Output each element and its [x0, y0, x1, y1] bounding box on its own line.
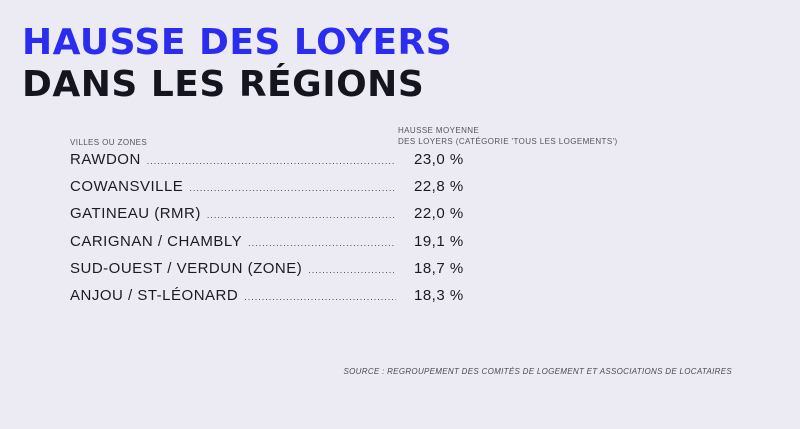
column-header-increase-line-2: DES LOYERS (CATÉGORIE 'TOUS LES LOGEMENT… [398, 137, 618, 146]
table-row: SUD-OUEST / VERDUN (ZONE) ..............… [70, 260, 490, 287]
dot-leader: ........................................… [189, 183, 396, 194]
dot-leader: ........................................… [244, 291, 396, 302]
dot-leader: ........................................… [206, 210, 396, 221]
dot-leader: ........................................… [146, 156, 396, 166]
source-note: SOURCE : REGROUPEMENT DES COMITÉS DE LOG… [343, 367, 732, 376]
row-value: 23,0 % [414, 151, 464, 168]
column-header-increase-line-1: HAUSSE MOYENNE [398, 126, 480, 135]
table-row: GATINEAU (RMR) .........................… [70, 205, 490, 232]
rent-increase-table: RAWDON .................................… [70, 151, 490, 314]
dot-leader: ........................................… [248, 237, 396, 248]
row-label: COWANSVILLE [70, 178, 184, 196]
column-header-cities: VILLES OU ZONES [70, 138, 148, 147]
title-block: HAUSSE DES LOYERS DANS LES RÉGIONS [22, 22, 452, 106]
table-row: ANJOU / ST-LÉONARD .....................… [70, 287, 490, 314]
table-row: COWANSVILLE ............................… [70, 178, 490, 205]
title-line-1: HAUSSE DES LOYERS [22, 22, 453, 63]
row-value: 18,3 % [414, 286, 464, 304]
row-label: ANJOU / ST-LÉONARD [70, 286, 239, 304]
row-label: CARIGNAN / CHAMBLY [70, 232, 243, 250]
row-value: 18,7 % [414, 259, 464, 277]
row-label: SUD-OUEST / VERDUN (ZONE) [70, 259, 303, 277]
title-line-2: DANS LES RÉGIONS [22, 64, 425, 105]
row-value: 22,0 % [414, 205, 464, 223]
row-label: GATINEAU (RMR) [70, 205, 201, 223]
dot-leader: ........................................… [308, 264, 396, 275]
table-row: RAWDON .................................… [70, 151, 490, 178]
row-value: 19,1 % [414, 232, 464, 250]
column-header-increase: HAUSSE MOYENNE DES LOYERS (CATÉGORIE 'TO… [398, 125, 618, 147]
table-row: CARIGNAN / CHAMBLY .....................… [70, 233, 490, 260]
row-value: 22,8 % [414, 178, 464, 196]
row-label: RAWDON [70, 151, 141, 168]
